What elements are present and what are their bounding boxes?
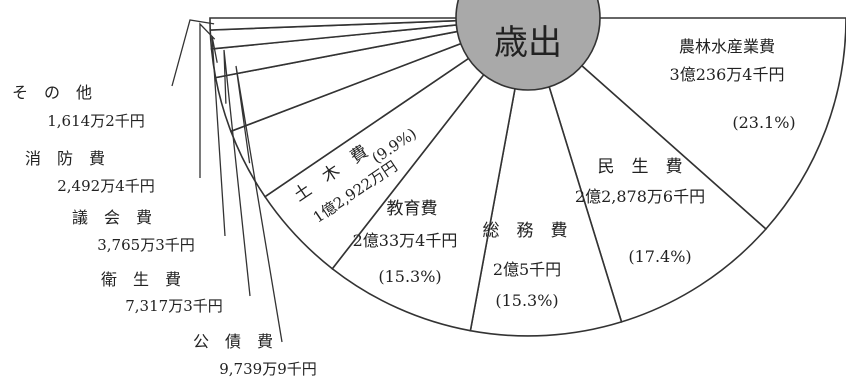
slice-label-agriculture-amount: 3億236万4千円 xyxy=(670,65,785,84)
leader-line-5 xyxy=(235,65,283,343)
slice-label-general-affairs-percent: (15.3%) xyxy=(495,291,558,310)
outside-label-other-name: そ の 他 xyxy=(12,83,92,102)
slice-label-education-name: 教育費 xyxy=(387,199,438,219)
outside-label-fire-amount: 2,492万4千円 xyxy=(57,177,155,195)
slice-label-welfare-name: 民 生 費 xyxy=(598,157,683,177)
outside-label-health-amount: 7,317万3千円 xyxy=(125,297,223,315)
outside-label-assembly-amount: 3,765万3千円 xyxy=(97,236,195,254)
outside-label-public-debt-name: 公 債 費 xyxy=(193,332,273,351)
slice-label-education-amount: 2億33万4千円 xyxy=(353,231,458,250)
pie-slice-3 xyxy=(331,17,529,332)
chart-title-hub xyxy=(455,0,601,91)
slice-label-welfare-amount: 2億2,878万6千円 xyxy=(575,187,705,206)
outside-label-public-debt-amount: 9,739万9千円 xyxy=(219,360,317,378)
pie-slice-0 xyxy=(525,17,846,231)
outside-label-assembly-name: 議 会 費 xyxy=(72,208,152,227)
slice-label-general-affairs-amount: 2億5千円 xyxy=(493,260,561,279)
outside-label-other-amount: 1,614万2千円 xyxy=(47,112,145,130)
outside-label-fire-name: 消 防 費 xyxy=(25,149,105,168)
leader-line-8 xyxy=(199,22,216,178)
slice-label-agriculture-name: 農林水産業費 xyxy=(679,37,775,56)
slice-label-agriculture-percent: (23.1%) xyxy=(732,113,795,132)
leader-line-9 xyxy=(171,19,215,87)
slice-label-welfare-percent: (17.4%) xyxy=(628,247,691,266)
leader-line-6 xyxy=(223,49,251,297)
outside-label-health-name: 衛 生 費 xyxy=(101,270,181,289)
slice-label-general-affairs-name: 総 務 費 xyxy=(483,221,568,241)
chart-title: 歳出 xyxy=(494,23,562,63)
pie-slice-9 xyxy=(209,17,529,31)
pie-slice-1 xyxy=(526,15,768,323)
pie-slice-2 xyxy=(469,17,623,337)
slice-label-education-percent: (15.3%) xyxy=(378,267,441,286)
